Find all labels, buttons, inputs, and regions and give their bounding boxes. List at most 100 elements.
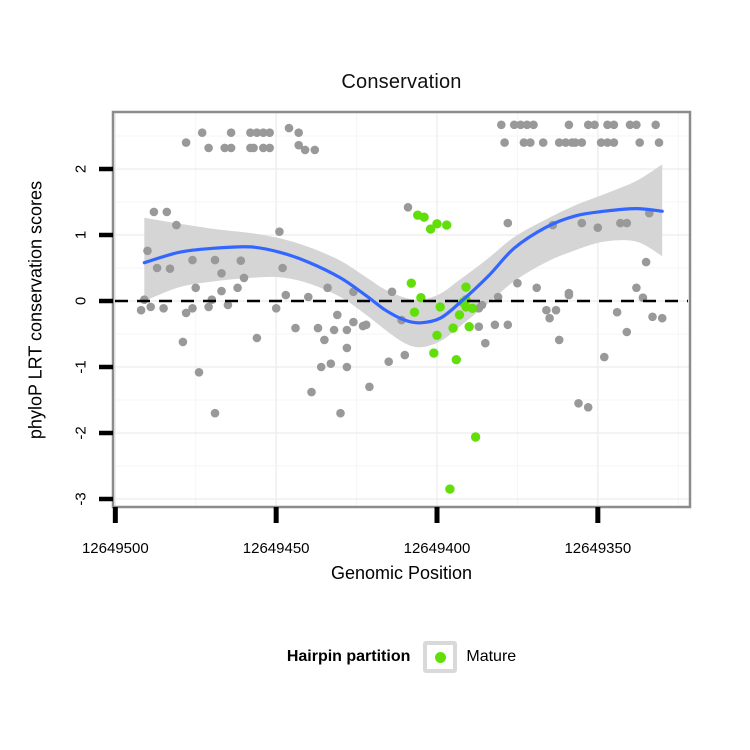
scatter-point-hairpin [252, 333, 262, 343]
scatter-point-hairpin [181, 308, 191, 318]
scatter-point-hairpin [265, 128, 275, 137]
scatter-point-hairpin [233, 283, 242, 293]
scatter-point-hairpin [342, 362, 352, 372]
scatter-point-hairpin [146, 302, 155, 312]
scatter-point-mature [464, 322, 474, 332]
scatter-point-hairpin [265, 143, 275, 153]
scatter-point-mature [435, 302, 445, 312]
scatter-point-hairpin [490, 320, 500, 330]
scatter-point-hairpin [590, 120, 599, 130]
scatter-point-hairpin [165, 264, 175, 274]
scatter-point-mature [454, 310, 465, 320]
scatter-point-hairpin [217, 286, 226, 296]
scatter-point-hairpin [574, 399, 583, 408]
scatter-point-hairpin [503, 218, 513, 228]
scatter-point-hairpin [632, 283, 641, 293]
scatter-point-hairpin [635, 138, 644, 147]
scatter-point-hairpin [474, 322, 484, 332]
y-tick-label: 2 [73, 165, 90, 173]
legend: Hairpin partition Mature [113, 638, 690, 676]
y-tick-label: -3 [73, 492, 90, 505]
scatter-point-hairpin [284, 123, 294, 133]
scatter-point-hairpin [307, 387, 316, 397]
scatter-point-mature [419, 212, 429, 222]
scatter-point-hairpin [641, 257, 651, 267]
scatter-point-hairpin [612, 307, 622, 317]
scatter-point-mature [461, 282, 471, 292]
x-tick-label: 12649450 [243, 540, 310, 557]
scatter-point-hairpin [497, 120, 506, 130]
scatter-point-hairpin [609, 120, 619, 130]
scatter-point-hairpin [313, 323, 323, 333]
scatter-point-hairpin [657, 313, 667, 323]
scatter-point-hairpin [403, 203, 413, 212]
scatter-point-hairpin [616, 218, 625, 228]
scatter-point-hairpin [593, 223, 603, 232]
legend-item-label: Mature [466, 648, 517, 665]
scatter-point-hairpin [304, 292, 313, 302]
scatter-point-hairpin [554, 138, 564, 147]
scatter-point-hairpin [316, 362, 326, 372]
mature-point-icon [434, 651, 446, 663]
scatter-point-hairpin [545, 313, 554, 323]
scatter-point-mature [429, 348, 439, 358]
scatter-point-hairpin [329, 325, 339, 335]
scatter-point-hairpin [197, 128, 207, 137]
scatter-point-hairpin [162, 207, 172, 217]
scatter-point-hairpin [632, 120, 641, 130]
scatter-point-hairpin [509, 120, 519, 130]
scatter-point-hairpin [526, 138, 535, 147]
scatter-point-hairpin [516, 120, 525, 130]
scatter-point-hairpin [291, 323, 300, 333]
scatter-point-hairpin [474, 304, 484, 313]
scatter-point-hairpin [320, 335, 329, 345]
scatter-point-hairpin [648, 312, 657, 322]
scatter-point-hairpin [294, 128, 304, 137]
scatter-point-hairpin [519, 138, 529, 147]
scatter-point-hairpin [603, 138, 612, 147]
scatter-point-hairpin [188, 304, 197, 313]
y-tick-label: 0 [73, 297, 90, 305]
scatter-point-hairpin [500, 138, 509, 147]
x-tick-label: 12649400 [404, 540, 471, 557]
scatter-point-mature [467, 303, 478, 313]
scatter-point-hairpin [249, 143, 258, 153]
y-tick-label: -2 [73, 426, 90, 439]
scatter-point-hairpin [226, 128, 236, 137]
scatter-point-hairpin [522, 120, 532, 130]
scatter-point-hairpin [300, 145, 310, 155]
scatter-point-hairpin [217, 269, 226, 278]
scatter-point-hairpin [271, 304, 281, 313]
scatter-point-hairpin [342, 343, 352, 353]
scatter-point-hairpin [310, 145, 320, 155]
scatter-point-hairpin [323, 283, 332, 293]
scatter-point-hairpin [551, 305, 561, 315]
scatter-point-hairpin [236, 256, 246, 266]
scatter-point-hairpin [609, 138, 619, 147]
scatter-point-hairpin [529, 120, 538, 130]
scatter-point-hairpin [538, 138, 548, 147]
scatter-point-hairpin [349, 317, 358, 327]
scatter-point-hairpin [223, 300, 233, 310]
scatter-point-hairpin [400, 350, 410, 360]
scatter-point-hairpin [564, 290, 574, 300]
scatter-point-hairpin [275, 227, 284, 236]
scatter-point-hairpin [246, 128, 255, 137]
scatter-point-hairpin [625, 120, 635, 130]
scatter-point-hairpin [326, 359, 336, 369]
scatter-point-hairpin [191, 283, 200, 293]
scatter-point-hairpin [600, 352, 609, 362]
scatter-point-hairpin [333, 310, 342, 320]
scatter-point-hairpin [384, 357, 394, 367]
panel-border [111, 110, 692, 509]
scatter-point-hairpin [210, 408, 220, 418]
scatter-point-mature [406, 278, 416, 288]
plot-title: Conservation [341, 71, 462, 93]
scatter-point-hairpin [493, 292, 503, 302]
x-tick-label: 12649350 [564, 540, 631, 557]
x-axis-label: Genomic Position [330, 563, 473, 583]
scatter-point-mature [448, 323, 458, 333]
scatter-point-mature [470, 432, 481, 442]
